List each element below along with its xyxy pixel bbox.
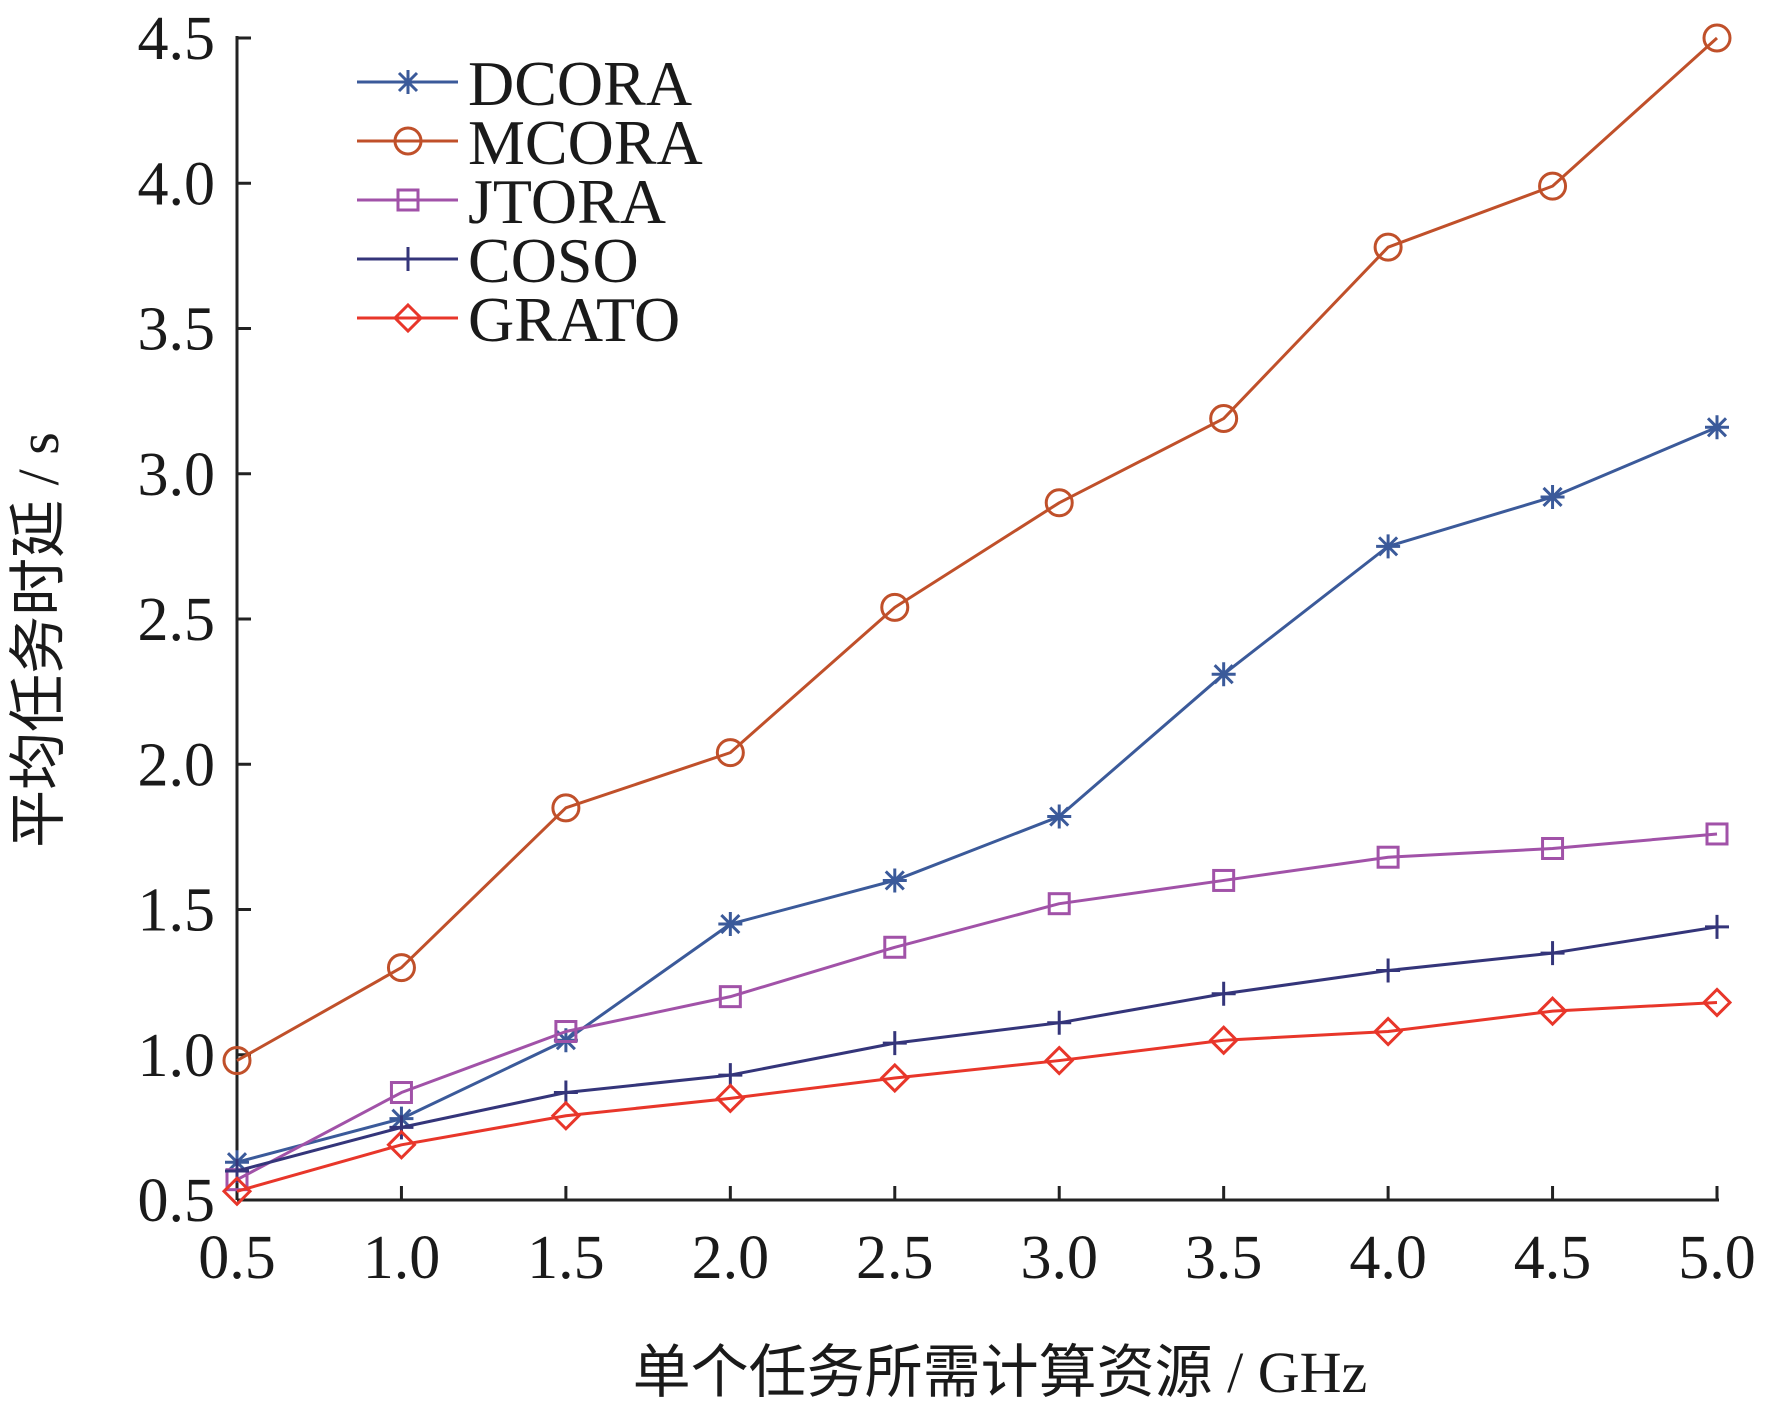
x-tick-label: 1.0	[363, 1224, 441, 1292]
data-point-square	[883, 935, 907, 959]
data-point-plus	[1047, 1010, 1072, 1035]
y-tick-label: 1.0	[138, 1022, 216, 1090]
data-point-plus	[1211, 981, 1236, 1006]
data-point-square	[396, 188, 420, 212]
data-point-asterisk	[718, 912, 743, 937]
data-point-asterisk	[882, 868, 907, 893]
legend-label: DCORA	[468, 48, 692, 119]
data-point-diamond	[1044, 1045, 1075, 1076]
y-tick-label: 3.0	[138, 441, 216, 509]
x-axis-title: 单个任务所需计算资源 / GHz	[633, 1340, 1368, 1405]
data-point-diamond	[1372, 1016, 1404, 1047]
series-jtora	[225, 822, 1729, 1192]
data-point-square	[1376, 845, 1400, 869]
data-point-plus	[1376, 958, 1401, 983]
data-point-asterisk	[1211, 662, 1236, 687]
x-tick-label: 5.0	[1678, 1224, 1756, 1292]
data-point-square	[718, 985, 742, 1009]
data-point-plus	[882, 1031, 907, 1056]
data-point-diamond	[392, 302, 424, 334]
x-tick-label: 2.0	[692, 1224, 770, 1292]
legend-label: MCORA	[468, 107, 703, 178]
data-point-circle	[222, 1046, 252, 1076]
series-grato	[221, 987, 1733, 1207]
data-point-diamond	[1208, 1025, 1239, 1056]
data-point-plus	[389, 1115, 414, 1140]
data-point-square	[389, 1081, 413, 1105]
series-dcora	[225, 415, 1729, 1175]
data-point-diamond	[1537, 996, 1568, 1027]
data-point-diamond	[715, 1083, 746, 1114]
data-point-square	[554, 1020, 578, 1044]
data-point-asterisk	[1376, 534, 1401, 559]
y-tick-label: 3.5	[138, 296, 216, 364]
y-tick-label: 2.5	[138, 586, 216, 654]
x-tick-label: 4.5	[1514, 1224, 1592, 1292]
legend-label: COSO	[468, 225, 639, 296]
axes: 0.5 1.0 1.5 2.0 2.5 3.0 3.5 4.0 4.5 0.5 1.0 1.5 2.0 2…	[138, 5, 1756, 1292]
x-tick-label: 4.0	[1349, 1224, 1427, 1292]
data-point-diamond	[1701, 987, 1733, 1018]
series-layer	[221, 23, 1733, 1207]
data-point-diamond	[221, 1176, 253, 1207]
series-mcora	[222, 23, 1732, 1076]
series-line	[236, 925, 1718, 1173]
x-tick-label: 0.5	[198, 1224, 276, 1292]
y-axis-title: 平均任务时延 / s	[6, 432, 71, 848]
data-point-circle	[1209, 404, 1239, 434]
series-line	[236, 36, 1719, 1062]
data-point-circle	[1373, 232, 1403, 262]
data-point-circle	[551, 793, 581, 823]
legend-item-dcora: DCORA	[357, 48, 692, 119]
y-tick-label: 0.5	[138, 1167, 216, 1235]
data-point-circle	[1044, 488, 1074, 518]
x-tick-label: 2.5	[856, 1224, 934, 1292]
data-point-square	[1541, 836, 1565, 860]
data-point-plus	[718, 1063, 743, 1088]
data-point-square	[1047, 892, 1071, 916]
data-point-asterisk	[396, 70, 420, 94]
data-point-plus	[1705, 914, 1729, 939]
data-point-circle	[1538, 171, 1568, 201]
legend-item-jtora: JTORA	[357, 166, 666, 237]
data-point-square	[1705, 822, 1729, 846]
series-line	[236, 832, 1718, 1181]
data-point-plus	[1540, 941, 1565, 966]
x-tick-label: 1.5	[527, 1224, 605, 1292]
legend-label: GRATO	[468, 284, 680, 355]
data-point-square	[1212, 868, 1236, 892]
data-point-diamond	[879, 1062, 910, 1094]
legend-item-grato: GRATO	[357, 284, 680, 355]
data-point-circle	[386, 953, 416, 983]
data-point-asterisk	[1705, 415, 1729, 440]
series-line	[236, 1000, 1718, 1193]
data-point-circle	[715, 738, 745, 768]
data-point-plus	[396, 247, 420, 271]
y-tick-label: 1.5	[138, 877, 216, 945]
series-line	[236, 425, 1718, 1164]
data-point-asterisk	[1047, 804, 1072, 829]
x-tick-label: 3.0	[1020, 1224, 1098, 1292]
data-point-circle	[880, 592, 910, 622]
data-point-circle	[1702, 23, 1732, 53]
data-point-circle	[393, 126, 423, 156]
data-point-plus	[553, 1080, 578, 1105]
data-point-asterisk	[1540, 484, 1565, 509]
legend-item-coso: COSO	[357, 225, 639, 296]
x-tick-label: 3.5	[1185, 1224, 1263, 1292]
y-tick-label: 2.0	[138, 731, 216, 799]
data-point-diamond	[386, 1129, 417, 1160]
y-tick-label: 4.0	[138, 150, 216, 218]
data-point-diamond	[550, 1100, 582, 1131]
legend-item-mcora: MCORA	[357, 107, 703, 178]
series-coso	[225, 914, 1729, 1183]
legend-label: JTORA	[468, 166, 666, 237]
y-tick-label: 4.5	[138, 5, 216, 73]
